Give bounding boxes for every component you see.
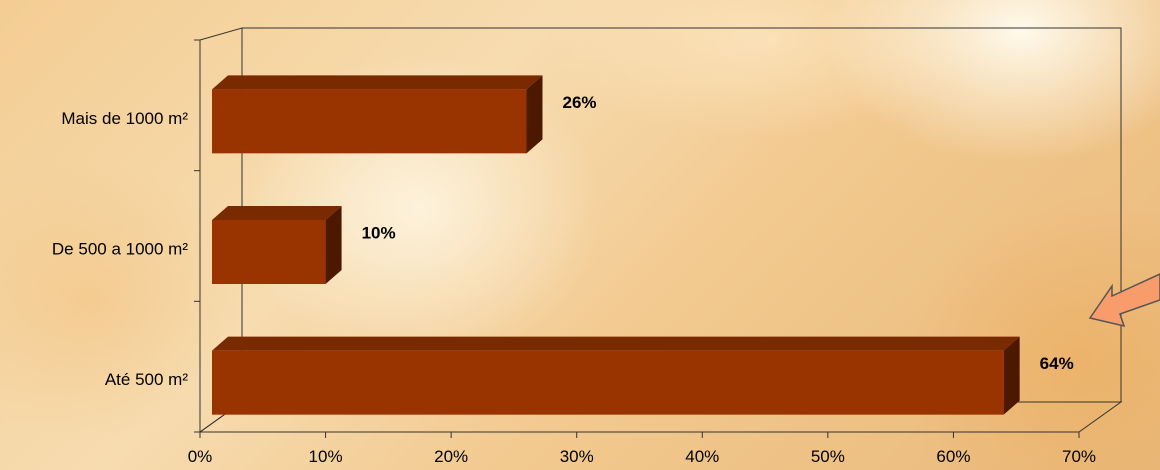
bar xyxy=(212,220,326,284)
bar xyxy=(212,89,527,154)
x-tick-label: 40% xyxy=(685,447,719,466)
category-label: Mais de 1000 m² xyxy=(61,109,188,128)
x-tick-label: 10% xyxy=(309,447,343,466)
chart-annotations xyxy=(1088,273,1160,328)
chart-labels: 0% 10% 20% 30% 40% 50% 60% 70% Mais de 1000 m² 26… xyxy=(52,93,1096,466)
data-label: 10% xyxy=(362,223,396,242)
x-tick-label: 0% xyxy=(188,447,213,466)
arrow-icon xyxy=(1088,273,1160,328)
category-label: De 500 a 1000 m² xyxy=(52,239,188,258)
x-tick-label: 30% xyxy=(560,447,594,466)
bar-top xyxy=(212,206,342,220)
chart-bars xyxy=(212,75,1020,415)
bar-side xyxy=(325,206,342,284)
data-label: 64% xyxy=(1040,354,1074,373)
x-tick-label: 70% xyxy=(1062,447,1096,466)
x-tick-label: 20% xyxy=(434,447,468,466)
x-tick-label: 50% xyxy=(811,447,845,466)
bar-side xyxy=(1003,336,1020,415)
category-label: Até 500 m² xyxy=(105,370,188,389)
bar xyxy=(212,350,1004,415)
bar-side xyxy=(526,75,543,154)
bar-top xyxy=(212,336,1020,351)
data-label: 26% xyxy=(562,93,596,112)
x-tick-label: 60% xyxy=(936,447,970,466)
bar-top xyxy=(212,75,543,90)
